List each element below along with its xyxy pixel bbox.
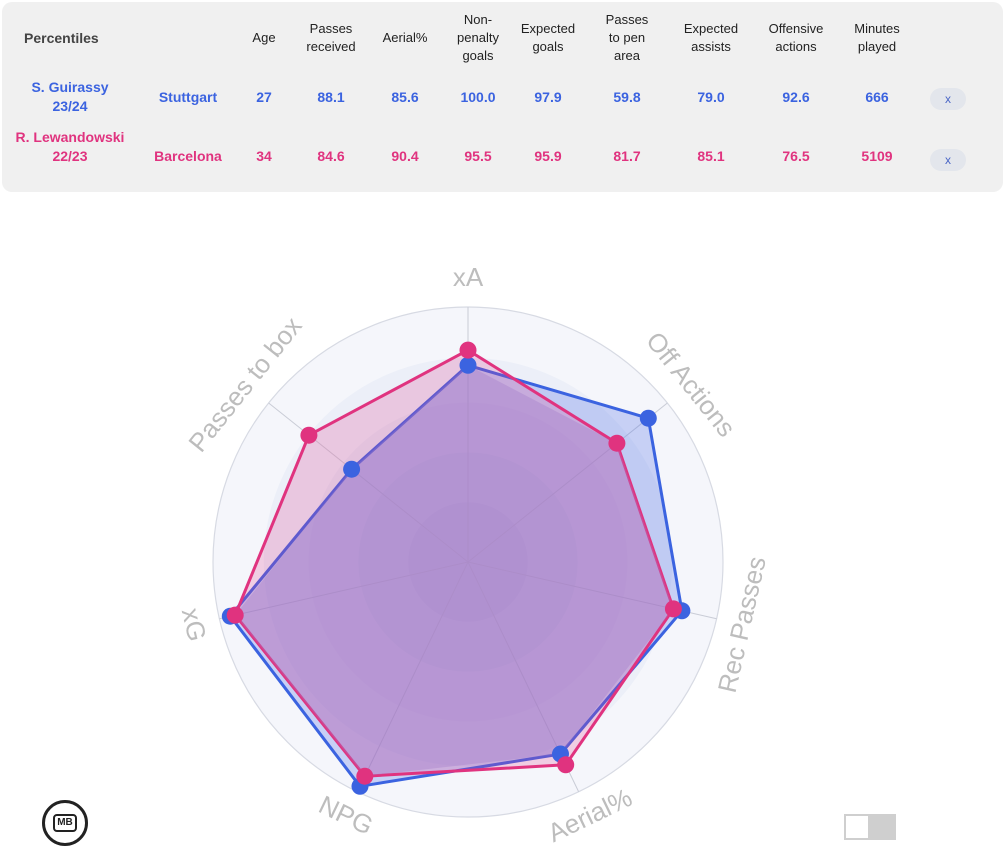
cell-aerial: 85.6 (391, 89, 419, 105)
player-name: S. Guirassy 23/24 (31, 79, 109, 114)
percentiles-table: Percentiles Age Passes received Aerial% … (2, 2, 1003, 192)
remove-player-button[interactable]: x (930, 88, 966, 110)
header-xa: Expected assists (683, 21, 739, 54)
cell-passes-received: 84.6 (317, 148, 345, 164)
series-overlap-area (235, 365, 674, 777)
header-minutes: Minutes played (854, 21, 900, 54)
cell-age: 27 (256, 89, 272, 105)
cell-age: 34 (256, 148, 272, 164)
axis-label: xG (176, 605, 213, 644)
cell-xg: 95.9 (534, 148, 562, 164)
radar-spoke (268, 402, 469, 563)
series-2-point (459, 341, 477, 359)
series-2-point (356, 767, 374, 785)
header-npg: Non-penalty goals (457, 12, 499, 63)
cell-aerial: 90.4 (391, 148, 419, 164)
series-2-point (664, 600, 682, 618)
cell-npg: 95.5 (464, 148, 492, 164)
radar-spoke (467, 402, 668, 563)
toggle-track (870, 814, 896, 840)
toggle-knob (844, 814, 870, 840)
toggle-switch[interactable] (844, 814, 896, 840)
series-2-point (226, 606, 244, 624)
cell-off-actions: 92.6 (782, 89, 810, 105)
mb-logo-icon: MB (42, 800, 88, 846)
series-2-point (557, 756, 575, 774)
series-2-point (300, 426, 318, 444)
remove-player-button[interactable]: x (930, 149, 966, 171)
header-passes-received: Passes received (306, 21, 356, 54)
header-aerial: Aerial% (382, 30, 428, 45)
header-age: Age (252, 30, 276, 45)
cell-pass-pen: 81.7 (613, 148, 641, 164)
series-2-point (608, 434, 626, 452)
logo-text: MB (53, 814, 77, 832)
axis-label: xA (453, 262, 484, 292)
team-name: Barcelona (154, 148, 222, 164)
cell-off-actions: 76.5 (782, 148, 810, 164)
cell-pass-pen: 59.8 (613, 89, 641, 105)
cell-minutes: 5109 (861, 148, 893, 164)
cell-xa: 85.1 (697, 148, 725, 164)
header-pass-pen: Passes to pen area (605, 12, 649, 63)
cell-npg: 100.0 (460, 89, 496, 105)
player-name: R. Lewandowski 22/23 (15, 129, 125, 164)
radar-spoke (356, 561, 469, 792)
cell-passes-received: 88.1 (317, 89, 345, 105)
series-1-point (459, 356, 477, 374)
header-xg: Expected goals (520, 21, 576, 54)
header-off-actions: Offensive actions (768, 21, 824, 54)
cell-xa: 79.0 (697, 89, 725, 105)
series-1-point (343, 460, 361, 478)
series-area-2 (233, 348, 675, 778)
header-percentiles: Percentiles (24, 30, 99, 46)
series-1-point (639, 409, 657, 427)
cell-minutes: 666 (865, 89, 889, 105)
team-name: Stuttgart (158, 89, 218, 105)
radar-spoke (219, 561, 469, 620)
cell-xg: 97.9 (534, 89, 562, 105)
